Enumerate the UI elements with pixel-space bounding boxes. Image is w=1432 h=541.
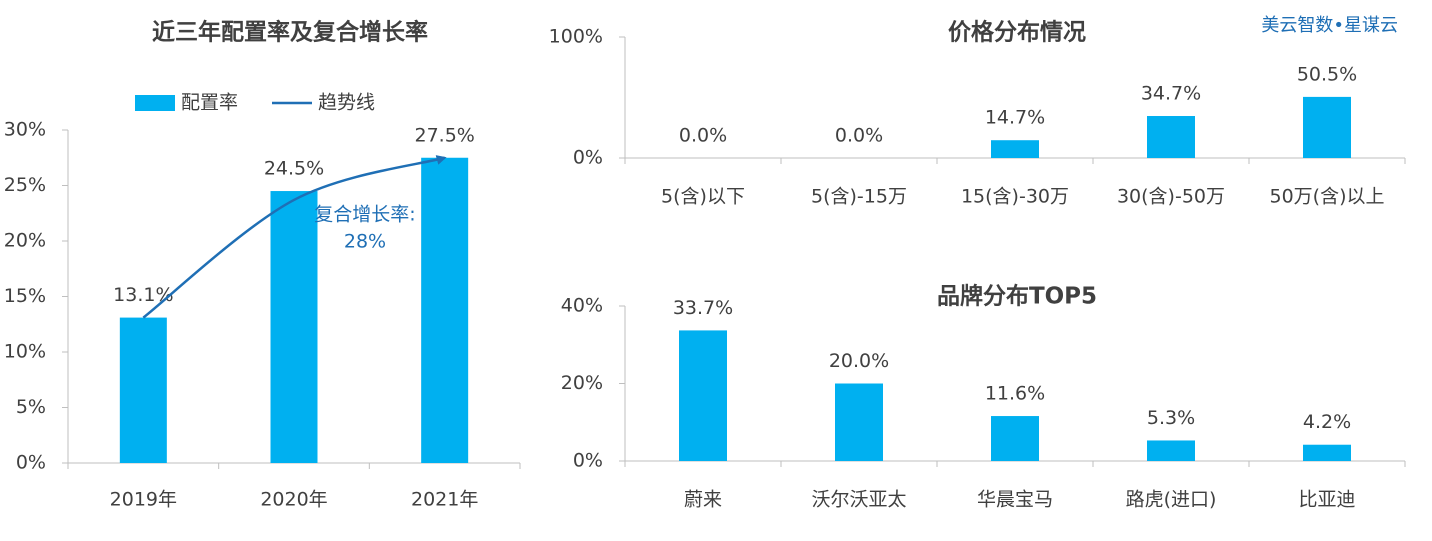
chart-title: 近三年配置率及复合增长率 bbox=[152, 19, 428, 46]
annotation: 28% bbox=[344, 231, 386, 253]
bar bbox=[1303, 444, 1351, 461]
x-tick-label: 2020年 bbox=[260, 489, 327, 511]
annotation: 复合增长率: bbox=[314, 204, 415, 226]
bar bbox=[1303, 96, 1351, 158]
y-tick-label: 15% bbox=[4, 285, 46, 307]
data-label: 33.7% bbox=[673, 297, 733, 319]
chart-title: 价格分布情况 bbox=[948, 19, 1086, 46]
legend-swatch bbox=[135, 95, 175, 111]
data-label: 0.0% bbox=[679, 125, 727, 147]
data-label: 13.1% bbox=[113, 284, 173, 306]
bar bbox=[991, 416, 1039, 461]
data-label: 24.5% bbox=[264, 158, 324, 180]
bar bbox=[421, 157, 469, 463]
data-label: 20.0% bbox=[829, 350, 889, 372]
legend-label: 配置率 bbox=[181, 92, 238, 114]
y-tick-label: 5% bbox=[16, 396, 46, 418]
x-tick-label: 路虎(进口) bbox=[1126, 489, 1217, 511]
x-tick-label: 沃尔沃亚太 bbox=[811, 489, 906, 511]
bar bbox=[679, 330, 727, 461]
y-tick-label: 20% bbox=[4, 230, 46, 252]
y-tick-label: 10% bbox=[4, 341, 46, 363]
y-tick-label: 40% bbox=[561, 295, 603, 317]
watermark: 美云智数•星谋云 bbox=[1261, 15, 1398, 36]
data-label: 11.6% bbox=[985, 383, 1045, 405]
bar bbox=[270, 191, 318, 464]
x-tick-label: 30(含)-50万 bbox=[1117, 186, 1225, 208]
x-tick-label: 华晨宝马 bbox=[977, 489, 1053, 511]
data-label: 14.7% bbox=[985, 107, 1045, 129]
y-tick-label: 0% bbox=[573, 450, 603, 472]
y-tick-label: 25% bbox=[4, 174, 46, 196]
data-label: 4.2% bbox=[1303, 411, 1351, 433]
x-tick-label: 50万(含)以上 bbox=[1269, 186, 1384, 208]
y-tick-label: 0% bbox=[573, 147, 603, 169]
y-tick-label: 30% bbox=[4, 119, 46, 141]
x-tick-label: 5(含)-15万 bbox=[811, 186, 907, 208]
x-tick-label: 2019年 bbox=[110, 489, 177, 511]
legend-label: 趋势线 bbox=[318, 92, 375, 114]
x-tick-label: 15(含)-30万 bbox=[961, 186, 1069, 208]
x-tick-label: 5(含)以下 bbox=[661, 186, 745, 208]
x-tick-label: 比亚迪 bbox=[1298, 489, 1355, 511]
chart-title: 品牌分布TOP5 bbox=[937, 283, 1097, 310]
data-label: 5.3% bbox=[1147, 407, 1195, 429]
x-tick-label: 2021年 bbox=[411, 489, 478, 511]
bar bbox=[1147, 116, 1195, 158]
data-label: 34.7% bbox=[1141, 83, 1201, 105]
y-tick-label: 0% bbox=[16, 452, 46, 474]
trend-line bbox=[142, 155, 447, 319]
data-label: 27.5% bbox=[414, 124, 474, 146]
y-tick-label: 100% bbox=[549, 26, 603, 48]
bar bbox=[835, 383, 883, 461]
y-tick-label: 20% bbox=[561, 372, 603, 394]
x-tick-label: 蔚来 bbox=[684, 489, 722, 511]
bar bbox=[991, 140, 1039, 158]
bar bbox=[119, 317, 167, 463]
bar bbox=[1147, 440, 1195, 461]
data-label: 0.0% bbox=[835, 125, 883, 147]
data-label: 50.5% bbox=[1297, 63, 1357, 85]
